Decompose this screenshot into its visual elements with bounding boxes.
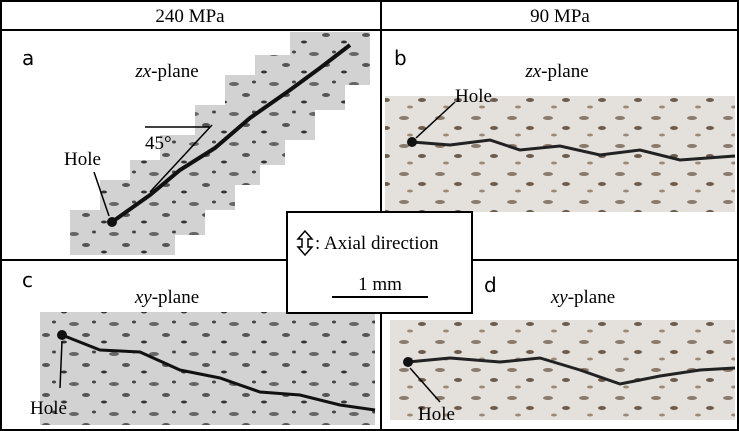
plane-label: xy-plane	[134, 287, 199, 308]
hole	[57, 330, 67, 340]
hole	[107, 217, 117, 227]
scale-label: 1 mm	[358, 274, 402, 295]
column-header: 240 MPa	[155, 6, 225, 27]
panel-letter: d	[484, 273, 497, 297]
hole-label: Hole	[455, 86, 492, 107]
plane-label: xy-plane	[550, 287, 615, 308]
micrograph	[40, 312, 375, 425]
plane-label: zx-plane	[524, 61, 588, 82]
hole	[407, 137, 417, 147]
panel-letter: a	[22, 46, 34, 70]
micrograph	[385, 96, 735, 212]
plane-label: zx-plane	[134, 61, 198, 82]
angle-label: 45°	[145, 133, 172, 154]
figure: 240 MPa 90 MPa a zx-plane Hole 45° b zx-…	[0, 0, 739, 431]
panel-letter: b	[394, 46, 407, 70]
hole-label: Hole	[64, 149, 101, 170]
column-header: 90 MPa	[530, 6, 590, 27]
hole-label: Hole	[418, 404, 455, 425]
panel-letter: c	[22, 268, 33, 292]
hole	[403, 357, 413, 367]
legend-text: : Axial direction	[315, 233, 439, 254]
hole-label: Hole	[30, 398, 67, 419]
